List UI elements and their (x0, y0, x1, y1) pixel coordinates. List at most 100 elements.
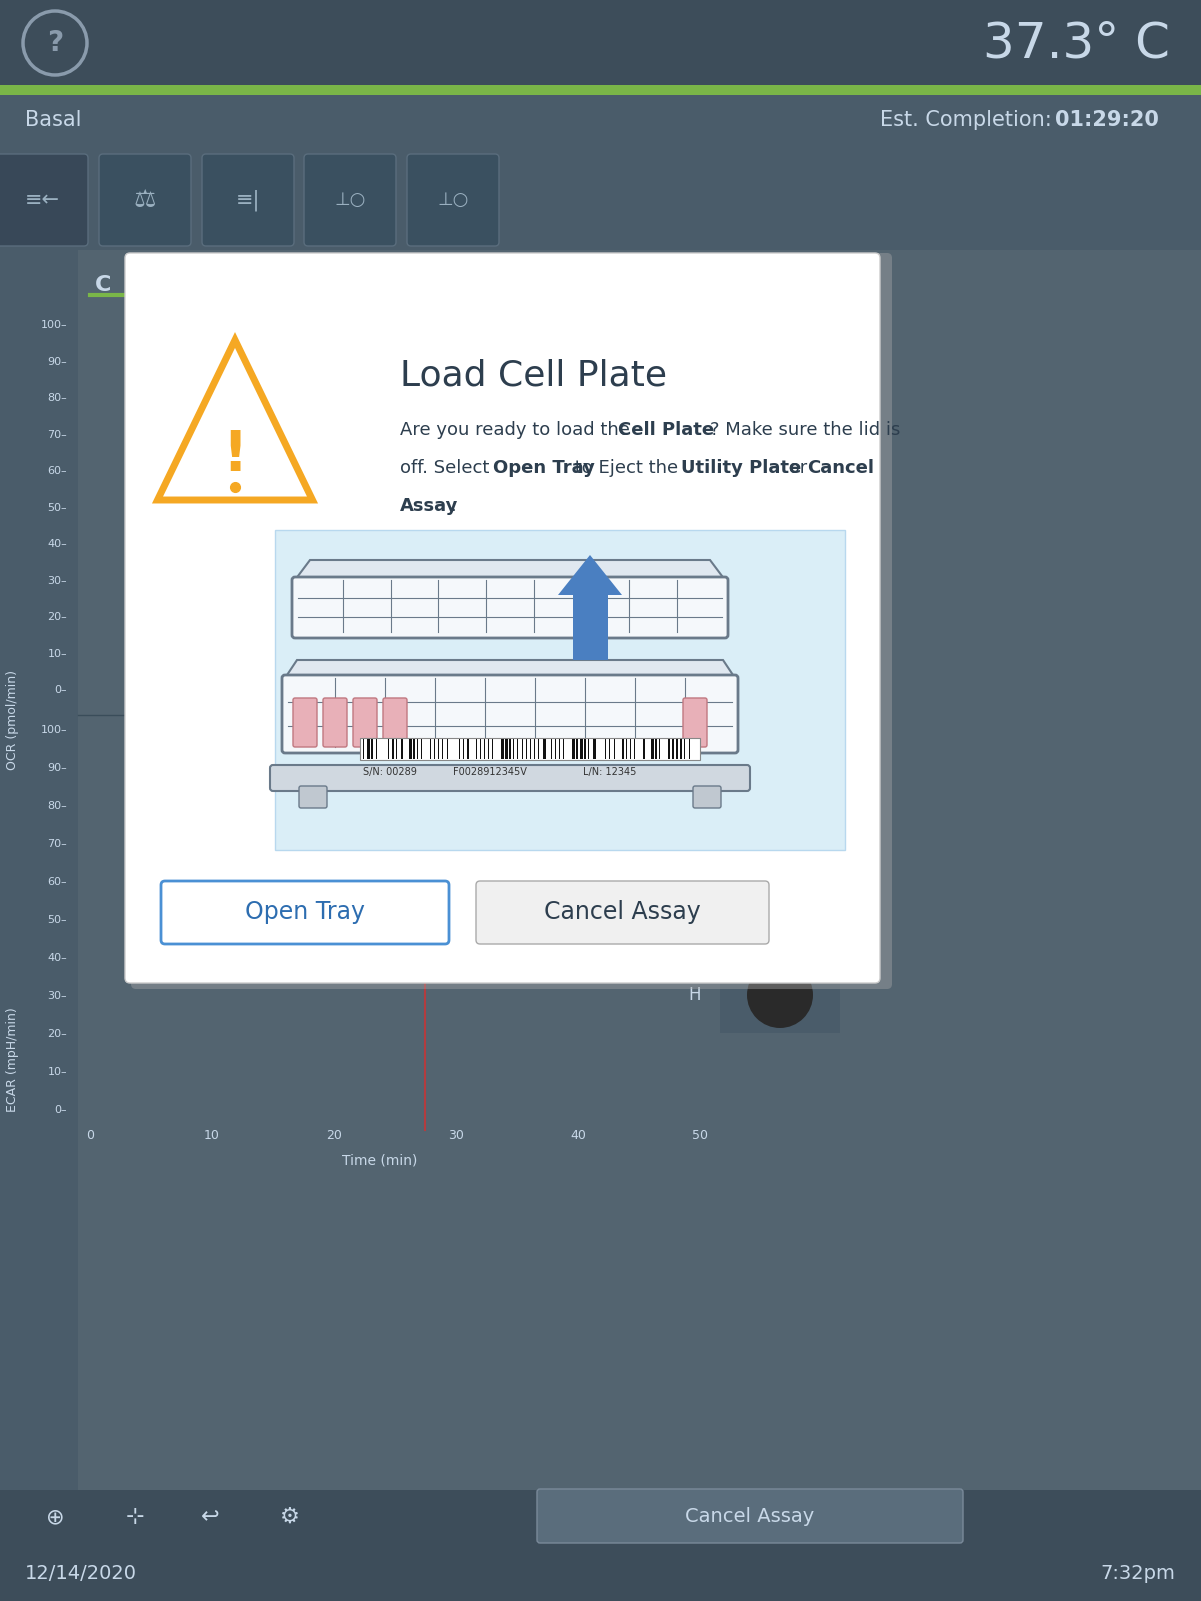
Bar (656, 740, 657, 759)
Text: 30: 30 (448, 1129, 464, 1142)
FancyBboxPatch shape (131, 253, 892, 989)
Text: Cancel Assay: Cancel Assay (544, 900, 700, 924)
Bar (676, 740, 679, 759)
Text: off. Select: off. Select (400, 459, 495, 477)
Text: Assay: Assay (400, 496, 459, 516)
Bar (576, 740, 578, 759)
Bar (643, 740, 645, 759)
Text: Time (min): Time (min) (342, 1153, 418, 1167)
Text: ⊥○: ⊥○ (437, 191, 468, 210)
FancyBboxPatch shape (292, 576, 728, 639)
Bar (275, 530, 846, 850)
Text: H: H (688, 986, 701, 1004)
Text: ?: ? (47, 29, 64, 58)
Text: !: ! (222, 427, 247, 482)
Text: ? Make sure the lid is: ? Make sure the lid is (710, 421, 901, 439)
Text: Est. Completion:: Est. Completion: (880, 110, 1058, 130)
Text: 0–: 0– (54, 685, 67, 695)
Bar (413, 740, 416, 759)
Bar (0, 1545, 1201, 1601)
Text: Cancel Assay: Cancel Assay (686, 1507, 814, 1526)
Circle shape (747, 416, 813, 484)
Bar (580, 740, 584, 759)
Circle shape (747, 797, 813, 863)
Text: 100–: 100– (41, 320, 67, 330)
Text: 12/14/2020: 12/14/2020 (25, 1564, 137, 1582)
Bar (680, 740, 682, 759)
Bar (622, 740, 623, 759)
Text: ≡|: ≡| (235, 189, 261, 211)
FancyBboxPatch shape (98, 154, 191, 247)
Text: ⊹: ⊹ (126, 1507, 144, 1527)
Bar (721, 576, 839, 653)
Text: ⊕: ⊕ (46, 1507, 65, 1527)
Text: 10–: 10– (47, 1066, 67, 1077)
Text: Open Tray: Open Tray (245, 900, 365, 924)
FancyBboxPatch shape (293, 698, 317, 748)
Circle shape (747, 583, 813, 648)
Text: 40–: 40– (47, 540, 67, 549)
Bar (543, 740, 545, 759)
Bar (721, 692, 839, 768)
Text: 0–: 0– (54, 1105, 67, 1114)
FancyBboxPatch shape (407, 154, 498, 247)
FancyBboxPatch shape (304, 154, 396, 247)
Text: ECAR (mpH/min): ECAR (mpH/min) (6, 1007, 19, 1113)
Text: 30–: 30– (47, 575, 67, 586)
Bar (401, 740, 402, 759)
Text: 90–: 90– (47, 764, 67, 773)
Bar (0, 146, 1201, 250)
FancyBboxPatch shape (353, 698, 377, 748)
Text: 70–: 70– (47, 839, 67, 849)
Text: 80–: 80– (47, 392, 67, 403)
Bar (0, 250, 78, 1491)
Text: 01:29:20: 01:29:20 (1054, 110, 1159, 130)
FancyBboxPatch shape (693, 786, 721, 809)
Text: 90–: 90– (47, 357, 67, 367)
Text: 20: 20 (325, 1129, 342, 1142)
Bar (721, 496, 839, 573)
Circle shape (747, 696, 813, 764)
Bar (671, 740, 674, 759)
Bar (721, 411, 839, 488)
FancyBboxPatch shape (537, 1489, 963, 1543)
Text: ⚙: ⚙ (280, 1507, 300, 1527)
Bar (393, 740, 394, 759)
Text: L/N: 12345: L/N: 12345 (584, 767, 637, 776)
Bar (668, 740, 670, 759)
Text: Cancel: Cancel (807, 459, 874, 477)
Text: .: . (450, 496, 455, 516)
Text: ⊥○: ⊥○ (334, 191, 365, 210)
Bar (408, 740, 412, 759)
Text: Open Tray: Open Tray (492, 459, 594, 477)
FancyBboxPatch shape (299, 786, 327, 809)
FancyBboxPatch shape (125, 253, 880, 983)
Text: 40: 40 (570, 1129, 586, 1142)
Bar (467, 740, 470, 759)
Text: Utility Plate: Utility Plate (681, 459, 801, 477)
Text: 50–: 50– (47, 916, 67, 925)
Bar (501, 740, 503, 759)
Bar (371, 740, 374, 759)
Bar (0, 85, 1201, 94)
Text: OCR (pmol/min): OCR (pmol/min) (6, 669, 19, 770)
FancyBboxPatch shape (683, 698, 707, 748)
Bar (504, 740, 508, 759)
Text: 50: 50 (692, 1129, 709, 1142)
Circle shape (747, 336, 813, 403)
FancyBboxPatch shape (202, 154, 294, 247)
Text: ↩: ↩ (201, 1507, 220, 1527)
Polygon shape (295, 560, 725, 580)
Bar (721, 857, 839, 933)
Text: ⚖: ⚖ (133, 187, 156, 211)
Bar (584, 740, 586, 759)
FancyBboxPatch shape (323, 698, 347, 748)
Text: Are you ready to load the: Are you ready to load the (400, 421, 635, 439)
Bar (0, 1491, 1201, 1545)
Circle shape (747, 861, 813, 929)
Text: 7:32pm: 7:32pm (1100, 1564, 1175, 1582)
Text: 80–: 80– (47, 800, 67, 812)
Text: 60–: 60– (47, 877, 67, 887)
Text: or: or (783, 459, 813, 477)
FancyBboxPatch shape (0, 154, 88, 247)
